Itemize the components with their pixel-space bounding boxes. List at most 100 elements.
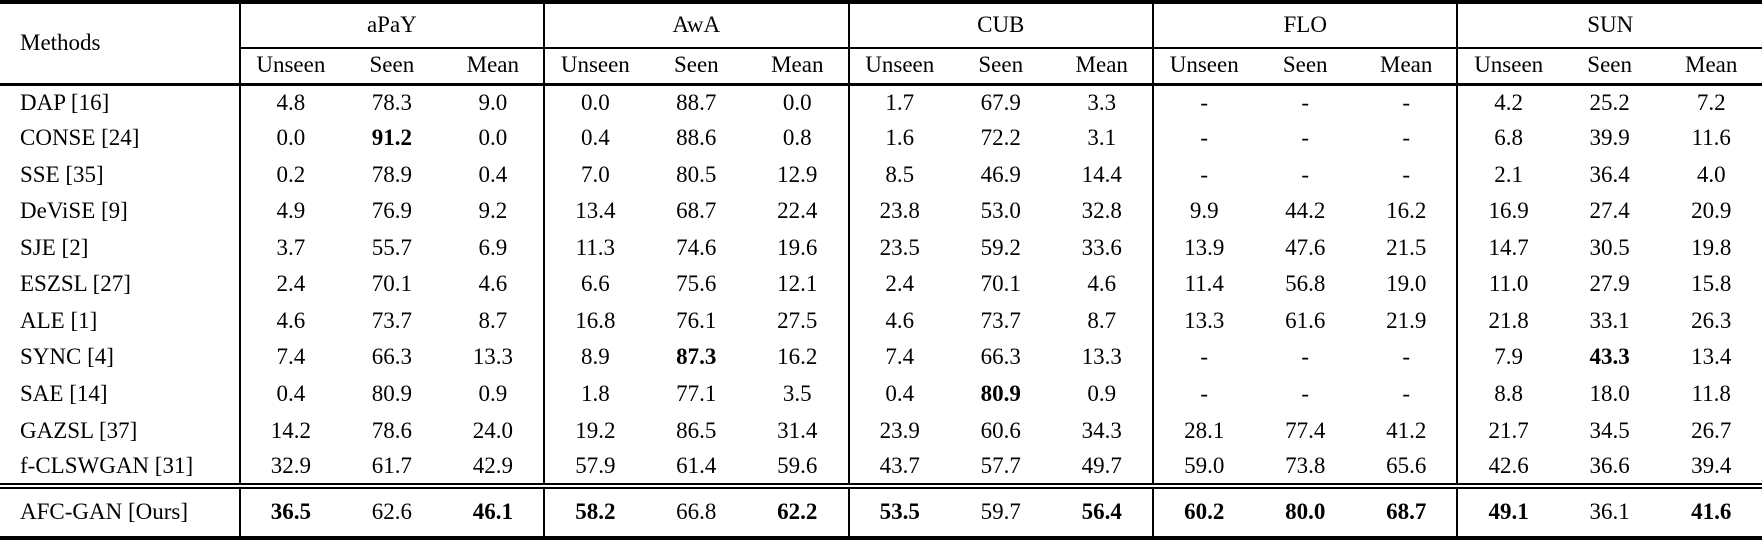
value-cell: 59.0	[1151, 449, 1255, 486]
value-cell: 7.0	[543, 157, 646, 194]
value-cell: 60.2	[1151, 482, 1255, 538]
value-cell: 61.7	[371, 452, 412, 478]
result-row: DeViSE [9] 4.9 76.9 9.2 13.4 68.7 22.4 23.8 53.0…	[0, 193, 1762, 231]
value-cell: 80.9	[980, 381, 1021, 406]
value-cell: 58.2	[543, 482, 646, 538]
method-name: DeViSE [9]	[20, 198, 128, 224]
value-cell: 70.1	[371, 271, 412, 297]
method-name: SSE [35]	[20, 161, 104, 187]
result-row: ALE [1] 4.6 73.7 8.7 16.8 76.1 27.5 4.6 73.7 8.7 1…	[0, 303, 1762, 340]
value-cell: 0.8	[782, 125, 812, 151]
value-cell: 67.9	[980, 89, 1021, 115]
value-cell: 0.4	[238, 376, 342, 413]
value-cell: 2.4	[847, 266, 951, 304]
value-cell: 78.6	[371, 417, 412, 443]
value-cell: 0.2	[238, 157, 342, 194]
value-cell: 7.9	[1456, 339, 1559, 377]
value-cell: 59.6	[777, 452, 818, 478]
value-cell: 26.3	[1691, 307, 1732, 333]
result-row: GAZSL [37] 14.2 78.6 24.0 19.2 86.5 31.4 23.9 60…	[0, 412, 1762, 450]
value-cell: 13.3	[1081, 344, 1122, 370]
value-cell: 60.6	[980, 417, 1021, 443]
group-header-row: Methods aPaY AwA CUB FLO SUN	[0, 2, 1762, 86]
value-cell: 2.4	[238, 266, 342, 304]
value-cell: 3.1	[1087, 125, 1117, 151]
value-cell: 55.7	[371, 234, 412, 260]
value-cell: 43.7	[847, 449, 951, 486]
value-cell: 41.2	[1386, 417, 1427, 443]
value-cell: 27.5	[777, 307, 818, 333]
value-cell: 68.7	[1355, 482, 1458, 538]
value-cell: -	[1402, 344, 1411, 370]
value-cell: 12.9	[777, 161, 818, 187]
value-cell: 53.0	[980, 198, 1021, 224]
value-cell: 77.1	[676, 381, 717, 406]
value-cell: 34.5	[1589, 417, 1630, 443]
value-cell: 62.6	[341, 482, 443, 538]
value-cell: 76.1	[676, 307, 717, 333]
subheader-seen: Seen	[1558, 48, 1661, 86]
value-cell: 80.0	[1254, 482, 1356, 538]
value-cell: 14.7	[1456, 230, 1559, 267]
value-cell: 32.9	[238, 449, 342, 486]
value-cell: 73.7	[371, 307, 412, 333]
value-cell: 72.2	[980, 125, 1021, 151]
value-cell: 13.3	[1151, 303, 1255, 340]
value-cell: 8.7	[478, 307, 508, 333]
value-cell: 78.3	[371, 89, 412, 115]
value-cell: 47.6	[1285, 234, 1326, 260]
value-cell: 1.7	[847, 84, 951, 121]
value-cell: 9.9	[1151, 193, 1255, 231]
value-cell: 86.5	[676, 417, 717, 443]
value-cell: 6.6	[543, 266, 646, 304]
result-row: f-CLSWGAN [31] 32.9 61.7 42.9 57.9 61.4 59.6 43…	[0, 449, 1762, 486]
value-cell: 23.5	[847, 230, 951, 267]
value-cell: 6.8	[1456, 120, 1559, 158]
value-cell: 11.3	[543, 230, 646, 267]
value-cell: 70.1	[980, 271, 1021, 297]
value-cell: 4.6	[478, 271, 508, 297]
value-cell: 18.0	[1589, 381, 1630, 406]
value-cell: 73.8	[1285, 452, 1326, 478]
value-cell: 4.2	[1456, 84, 1559, 121]
value-cell: 13.3	[472, 344, 513, 370]
result-row: DAP [16] 4.8 78.3 9.0 0.0 88.7 0.0 1.7 67.9 3.3 - -…	[0, 84, 1762, 121]
subheader-unseen: Unseen	[543, 48, 646, 86]
value-cell: 21.9	[1386, 307, 1427, 333]
value-cell: 59.7	[950, 482, 1052, 538]
value-cell: 14.2	[238, 412, 342, 450]
value-cell: 87.3	[676, 344, 717, 370]
value-cell: 25.2	[1589, 89, 1630, 115]
value-cell: 0.0	[238, 120, 342, 158]
value-cell: 53.5	[847, 482, 951, 538]
subheader-mean: Mean	[747, 48, 849, 86]
result-row: ESZSL [27] 2.4 70.1 4.6 6.6 75.6 12.1 2.4 70.1 4.…	[0, 266, 1762, 304]
value-cell: 3.3	[1087, 89, 1117, 115]
value-cell: 9.2	[478, 198, 508, 224]
value-cell: 57.7	[980, 452, 1021, 478]
value-cell: 32.8	[1081, 198, 1122, 224]
value-cell: 65.6	[1386, 452, 1427, 478]
method-name: f-CLSWGAN [31]	[20, 452, 194, 478]
value-cell: 66.3	[371, 344, 412, 370]
value-cell: 12.1	[777, 271, 818, 297]
value-cell: 0.9	[1087, 381, 1117, 406]
value-cell: 1.6	[847, 120, 951, 158]
value-cell: 46.9	[980, 161, 1021, 187]
value-cell: 19.8	[1691, 234, 1732, 260]
value-cell: 0.0	[478, 125, 508, 151]
value-cell: 76.9	[371, 198, 412, 224]
value-cell: 24.0	[472, 417, 513, 443]
value-cell: 66.3	[980, 344, 1021, 370]
value-cell: 19.0	[1386, 271, 1427, 297]
value-cell: 8.5	[847, 157, 951, 194]
value-cell: 11.4	[1151, 266, 1255, 304]
group-header-cub: CUB	[847, 2, 1153, 49]
value-cell: 14.4	[1081, 161, 1122, 187]
value-cell: 11.8	[1691, 381, 1731, 406]
value-cell: 7.4	[238, 339, 342, 377]
value-cell: 36.4	[1589, 161, 1630, 187]
method-name: GAZSL [37]	[20, 417, 138, 443]
method-name: SAE [14]	[20, 381, 108, 406]
